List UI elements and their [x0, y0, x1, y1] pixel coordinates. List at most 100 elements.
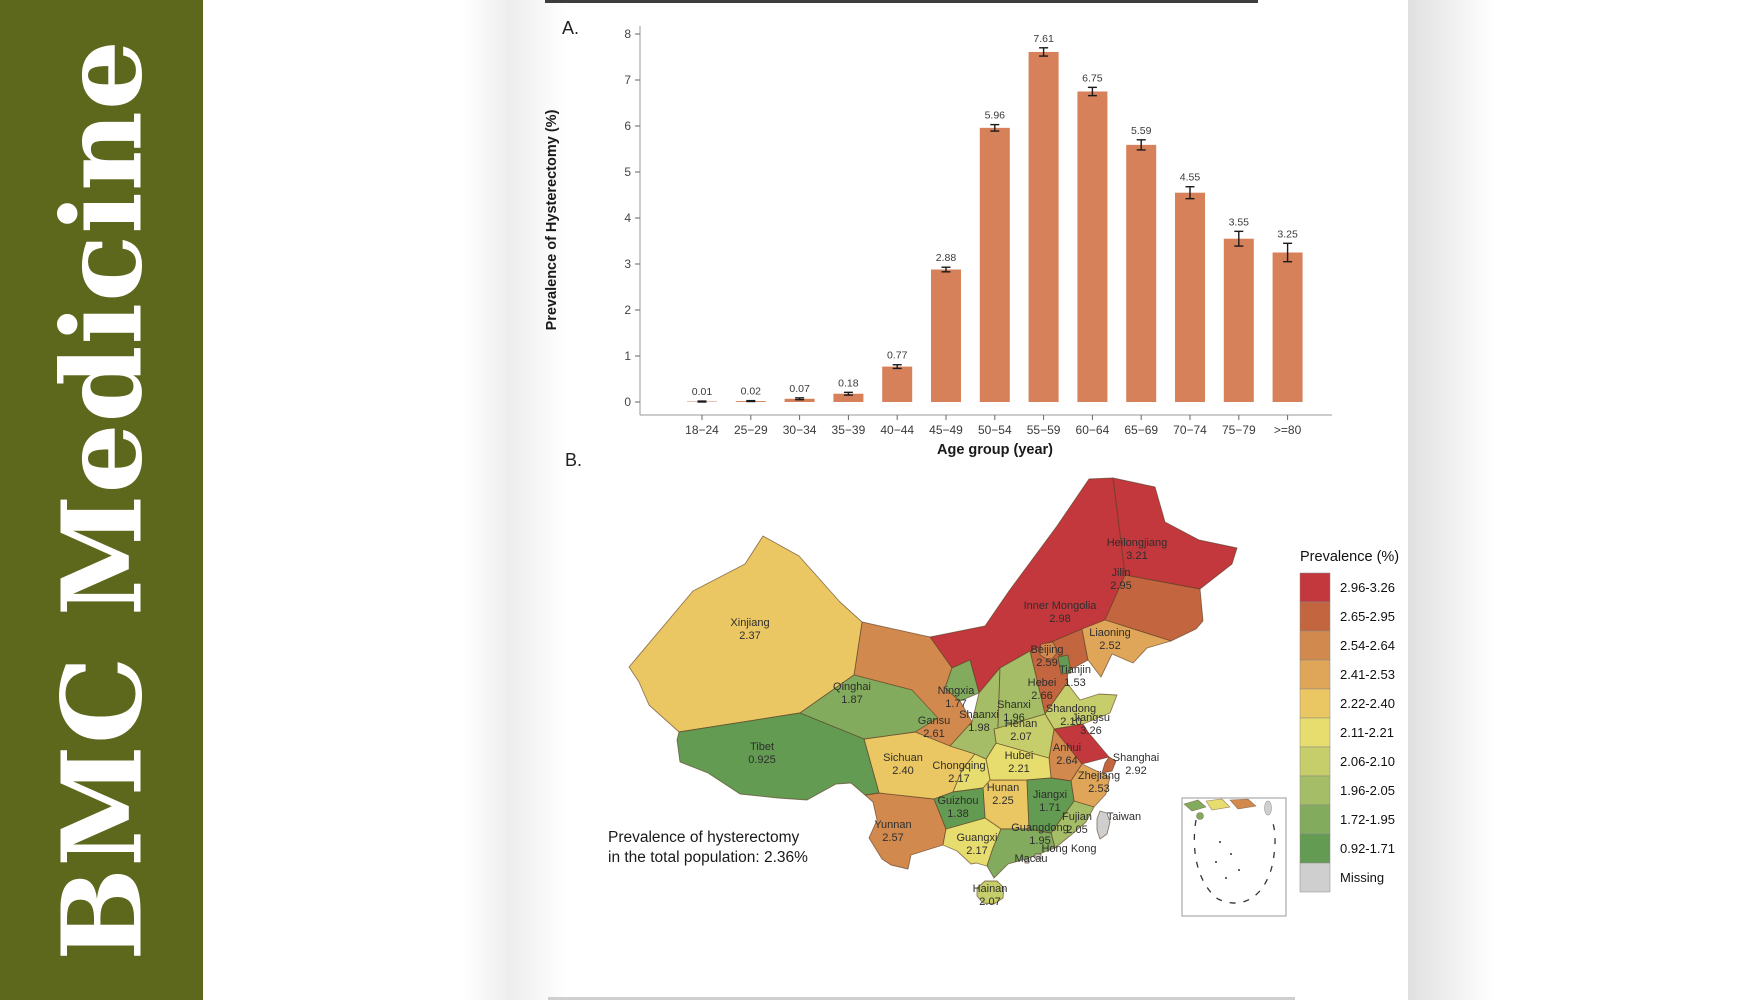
y-tick-label: 3	[624, 257, 631, 271]
legend-label-2: 2.54-2.64	[1340, 638, 1395, 653]
province-ningxia	[944, 659, 980, 702]
province-value-hubei: 2.21	[1008, 763, 1029, 775]
x-tick-label: 30−34	[783, 423, 817, 437]
province-name-taiwan: Taiwan	[1107, 811, 1141, 823]
province-name-ningxia: Ningxia	[938, 685, 976, 697]
bar-35−39	[833, 393, 864, 402]
province-macau	[1024, 858, 1030, 864]
province-name-yunnan: Yunnan	[874, 819, 911, 831]
page-shadow-right	[1408, 0, 1494, 1000]
x-tick-label: 50−54	[978, 423, 1012, 437]
x-tick-label: 75−79	[1222, 423, 1256, 437]
province-name-shanghai: Shanghai	[1113, 752, 1160, 764]
legend-swatch-5	[1299, 717, 1331, 748]
map-caption-line2: in the total population: 2.36%	[608, 849, 808, 866]
legend-swatch-8	[1299, 804, 1331, 835]
y-tick-label: 1	[624, 349, 631, 363]
province-value-hunan: 2.25	[992, 795, 1013, 807]
bar-value-label: 0.77	[887, 350, 908, 362]
province-value-jilin: 2.95	[1110, 580, 1131, 592]
province-name-xinjiang: Xinjiang	[730, 617, 769, 629]
province-name-tianjin: Tianjin	[1059, 664, 1091, 676]
province-shanghai	[1101, 756, 1117, 774]
inset-island-dot-4	[1225, 877, 1227, 879]
bar-60−64	[1077, 91, 1108, 402]
province-name-guangxi: Guangxi	[957, 832, 998, 844]
legend-label-1: 2.65-2.95	[1340, 609, 1395, 624]
legend-label-7: 1.96-2.05	[1340, 783, 1395, 798]
province-name-beijing: Beijing	[1030, 644, 1063, 656]
prevalence-by-age-bar-chart: 0 1 2 3 4 5 6 7 8 0.01 18−24 0.02 25−29 0.07 30−34 0.18…	[544, 26, 1332, 458]
y-axis-title: Prevalence of Hysterectomy (%)	[544, 109, 560, 330]
province-name-heilongjiang: Heilongjiang	[1107, 537, 1168, 549]
bar-value-label: 2.88	[936, 252, 957, 264]
province-name-guangdong: Guangdong	[1011, 822, 1069, 834]
legend-swatch-1	[1299, 601, 1331, 632]
bar-value-label: 3.55	[1229, 216, 1250, 228]
bar-value-label: 3.25	[1277, 228, 1298, 240]
province-name-shanxi: Shanxi	[997, 699, 1031, 711]
x-tick-label: 65−69	[1124, 423, 1158, 437]
province-hongkong	[1034, 853, 1042, 860]
province-value-guangdong: 1.95	[1029, 835, 1050, 847]
province-value-anhui: 2.64	[1056, 755, 1077, 767]
province-name-shaanxi: Shaanxi	[959, 709, 999, 721]
province-name-hunan: Hunan	[987, 782, 1019, 794]
legend-label-9: 0.92-1.71	[1340, 841, 1395, 856]
province-value-qinghai: 1.87	[841, 694, 862, 706]
legend-label-8: 1.72-1.95	[1340, 812, 1395, 827]
journal-sidebar: BMC Medicine	[0, 0, 203, 1000]
legend-swatch-3	[1299, 659, 1331, 690]
province-name-henan: Henan	[1005, 718, 1037, 730]
y-tick-label: 4	[624, 211, 631, 225]
bar-value-label: 5.96	[985, 110, 1006, 122]
province-tibet	[676, 712, 880, 801]
province-value-hainan: 2.07	[979, 896, 1000, 908]
province-name-qinghai: Qinghai	[833, 681, 871, 693]
top-crop-strip	[545, 0, 1258, 3]
province-liaoning	[1081, 619, 1172, 678]
panel-a-label: A.	[562, 18, 580, 38]
province-name-sichuan: Sichuan	[883, 752, 923, 764]
province-value-henan: 2.07	[1010, 731, 1031, 743]
province-value-jiangxi: 1.71	[1039, 802, 1060, 814]
province-heilongjiang	[1112, 477, 1238, 590]
inset-coast-1	[1183, 799, 1207, 812]
province-value-jiangsu: 3.26	[1080, 725, 1101, 737]
x-tick-label: 18−24	[685, 423, 719, 437]
province-name-jiangxi: Jiangxi	[1033, 789, 1067, 801]
province-value-ningxia: 1.77	[945, 698, 966, 710]
province-value-hebei: 2.66	[1031, 690, 1052, 702]
province-name-fujian: Fujian	[1062, 811, 1092, 823]
province-beijing	[1039, 641, 1059, 662]
bar-value-label: 7.61	[1033, 33, 1054, 45]
x-axis-title: Age group (year)	[937, 442, 1053, 458]
bar->=80	[1272, 252, 1303, 402]
y-tick-label: 5	[624, 165, 631, 179]
province-name-guizhou: Guizhou	[938, 795, 979, 807]
x-tick-label: 40−44	[880, 423, 914, 437]
province-name-gansu: Gansu	[918, 715, 950, 727]
province-name-inner_mongolia: Inner Mongolia	[1024, 600, 1098, 612]
y-tick-label: 7	[624, 73, 631, 87]
province-name-hebei: Hebei	[1028, 677, 1057, 689]
province-name-zhejiang: Zhejiang	[1078, 770, 1120, 782]
map-caption-line1: Prevalence of hysterectomy	[608, 829, 800, 846]
province-value-inner_mongolia: 2.98	[1049, 613, 1070, 625]
province-name-jilin: Jilin	[1112, 567, 1131, 579]
journal-title: BMC Medicine	[37, 39, 166, 961]
bar-70−74	[1175, 192, 1205, 402]
x-tick-label: 70−74	[1173, 423, 1207, 437]
y-tick-label: 6	[624, 119, 631, 133]
province-value-shandong: 2.10	[1060, 716, 1081, 728]
province-guangxi	[942, 817, 1002, 867]
province-value-yunnan: 2.57	[882, 832, 903, 844]
bar-value-label: 0.01	[692, 386, 713, 398]
x-tick-label: >=80	[1274, 423, 1302, 437]
province-value-tianjin: 1.53	[1064, 677, 1085, 689]
province-value-zhejiang: 2.53	[1088, 783, 1109, 795]
bar-75−79	[1223, 238, 1254, 402]
x-tick-label: 35−39	[832, 423, 866, 437]
province-hainan	[976, 880, 1005, 905]
inset-hainan	[1196, 812, 1204, 820]
